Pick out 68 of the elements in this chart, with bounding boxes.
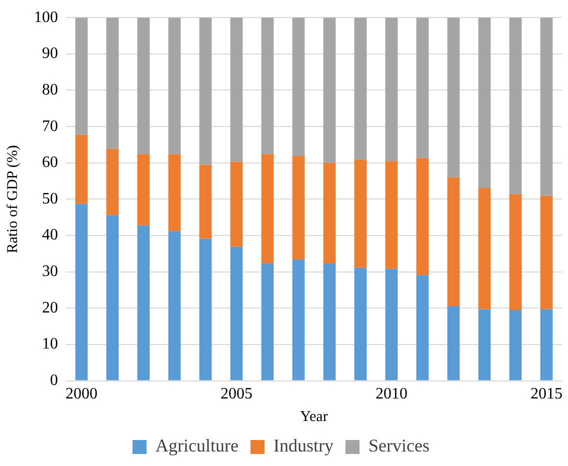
bar — [261, 18, 274, 154]
y-tick-label: 40 — [42, 226, 58, 244]
y-tick-label: 10 — [42, 336, 58, 353]
y-tick-label: 100 — [34, 8, 58, 26]
bar — [137, 154, 150, 226]
bar — [323, 263, 336, 380]
x-axis-title: Year — [300, 408, 328, 425]
y-tick-label: 80 — [42, 81, 58, 98]
y-tick-label: 90 — [42, 45, 58, 62]
y-tick-label: 50 — [42, 190, 58, 208]
bar — [385, 18, 398, 162]
bar — [106, 215, 119, 380]
bar — [75, 204, 88, 380]
bar — [509, 194, 522, 310]
bar — [354, 18, 367, 160]
bar — [540, 196, 553, 310]
y-tick-label: 70 — [42, 118, 58, 135]
y-tick-label: 20 — [42, 299, 58, 316]
x-tick-label: 2005 — [220, 386, 252, 403]
bar — [509, 18, 522, 194]
bar — [106, 18, 119, 149]
bar — [292, 156, 305, 260]
legend-label: Services — [368, 436, 430, 456]
bar — [447, 177, 460, 306]
bar — [540, 18, 553, 196]
bar — [509, 310, 522, 380]
y-tick-label: 60 — [42, 154, 58, 172]
bar — [199, 18, 212, 165]
bar — [478, 188, 491, 310]
bar — [323, 162, 336, 264]
bar — [75, 134, 88, 204]
bar — [323, 18, 336, 163]
bar — [199, 238, 212, 380]
bar — [261, 263, 274, 380]
y-tick-label: 0 — [50, 372, 58, 390]
bar — [354, 160, 367, 268]
bar — [385, 268, 398, 380]
bar — [478, 309, 491, 380]
bar — [230, 246, 243, 380]
bar — [385, 161, 398, 269]
bar — [354, 268, 367, 380]
bar — [447, 306, 460, 380]
bar — [168, 18, 181, 154]
legend-label: Agriculture — [156, 436, 239, 456]
x-tick-label: 2000 — [66, 386, 98, 403]
bar — [168, 154, 181, 232]
bar — [416, 158, 429, 276]
bar — [447, 18, 460, 178]
bar — [75, 18, 88, 135]
bar — [137, 18, 150, 154]
bar — [137, 225, 150, 380]
bar — [199, 164, 212, 239]
y-axis-title: Ratio of GDP (%) — [4, 145, 21, 254]
bar — [292, 259, 305, 380]
bar — [416, 18, 429, 158]
bar — [540, 309, 553, 380]
bar — [168, 231, 181, 380]
bar — [230, 18, 243, 162]
bar — [292, 18, 305, 156]
bar — [416, 275, 429, 380]
y-tick-label: 30 — [42, 263, 58, 280]
bar — [230, 162, 243, 247]
bar — [261, 154, 274, 264]
x-tick-label: 2010 — [376, 386, 408, 403]
legend-label: Industry — [274, 436, 334, 456]
bar — [478, 18, 491, 188]
x-tick-label: 2015 — [530, 386, 562, 403]
bar — [106, 148, 119, 216]
